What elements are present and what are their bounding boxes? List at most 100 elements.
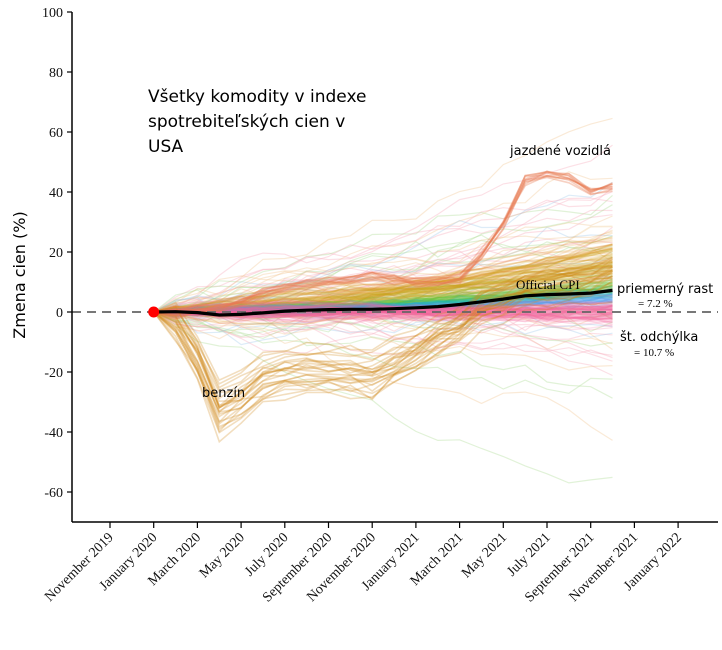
y-tick-label: -60 [44,486,63,501]
commodity-line [153,305,613,316]
commodity-line [153,265,613,313]
x-tick-label: November 2019 [42,530,117,605]
commodity-line [153,253,613,315]
commodity-line [153,176,613,315]
commodity-line [153,306,613,324]
commodity-line [153,197,613,313]
official-cpi-label: Official CPI [516,277,580,292]
commodity-line [153,307,613,321]
commodity-line [153,283,613,313]
commodity-line [153,311,613,399]
y-tick-label: 60 [49,126,63,141]
commodity-line [153,260,613,313]
commodity-line [153,292,613,315]
commodity-line [153,272,613,313]
commodity-line [153,289,613,316]
commodity-line [153,247,613,313]
commodity-line [153,309,613,335]
commodity-line [153,275,613,315]
commodity-line [153,170,613,313]
commodity-line [153,293,613,313]
commodity-line [153,306,613,319]
commodity-line [153,263,613,316]
commodity-line [153,258,613,313]
commodity-line [153,286,613,314]
commodity-line [153,311,613,356]
commodity-line [153,243,613,314]
commodity-line [153,292,613,314]
commodity-line [153,191,613,314]
commodity-line [153,248,613,313]
title-line-1: Všetky komodity v indexe [148,87,366,107]
official-cpi-line [153,288,613,317]
commodity-line [153,231,613,313]
commodity-line [153,266,613,413]
commodity-line [153,311,613,347]
commodity-line [153,249,613,313]
commodity-line [153,301,613,313]
commodity-line [153,292,613,314]
commodity-line [153,265,613,313]
y-tick-label: 80 [49,66,63,81]
commodity-line [153,194,613,313]
commodity-line [153,269,613,407]
commodity-line [153,297,613,314]
commodity-line [153,234,613,313]
commodity-line [153,266,613,313]
commodity-line [153,282,613,334]
commodity-line [153,277,613,318]
commodity-line [153,266,613,403]
commodity-line [153,288,613,425]
commodity-line [153,232,613,314]
commodity-line [153,294,613,314]
commodity-line [153,311,613,484]
commodity-line [153,284,613,314]
commodity-line [153,214,613,319]
commodity-line [153,256,613,385]
commodity-line [153,261,613,314]
commodity-line [153,297,613,315]
commodity-line [153,281,613,316]
commodity-line [153,276,613,313]
commodity-line [153,171,613,313]
commodity-line [153,301,613,314]
commodity-line [153,306,613,371]
commodity-line [153,264,613,313]
commodity-line [153,311,613,441]
commodity-line [153,284,613,418]
commodity-line [153,308,613,321]
commodity-line [153,256,613,313]
commodity-line [153,273,613,314]
commodity-line [153,187,613,313]
y-tick-label: 40 [49,186,63,201]
commodity-line [153,305,613,354]
title-line-3: USA [148,137,184,157]
commodity-line [153,309,613,338]
commodity-line [153,258,613,313]
commodity-line [153,247,613,314]
commodity-line [153,247,613,313]
commodity-line [153,307,613,326]
commodity-line [153,301,613,313]
commodity-line [153,299,613,317]
commodity-line [153,253,613,316]
commodity-line [153,171,613,317]
commodity-line [153,262,613,313]
commodity-line [153,282,613,318]
commodity-line [153,256,613,314]
commodity-line [153,181,613,313]
commodity-line [153,278,613,394]
y-tick-label: -20 [44,366,63,381]
commodity-line [153,297,613,313]
commodity-line [153,295,613,346]
y-tick-label: 100 [42,6,63,21]
commodity-line [153,271,613,415]
commodity-line [153,247,613,313]
commodity-line [153,272,613,313]
commodity-line [153,301,613,314]
commodity-line [153,304,613,320]
commodity-line [153,306,613,319]
commodity-line [153,301,613,313]
commodity-line [153,299,613,332]
